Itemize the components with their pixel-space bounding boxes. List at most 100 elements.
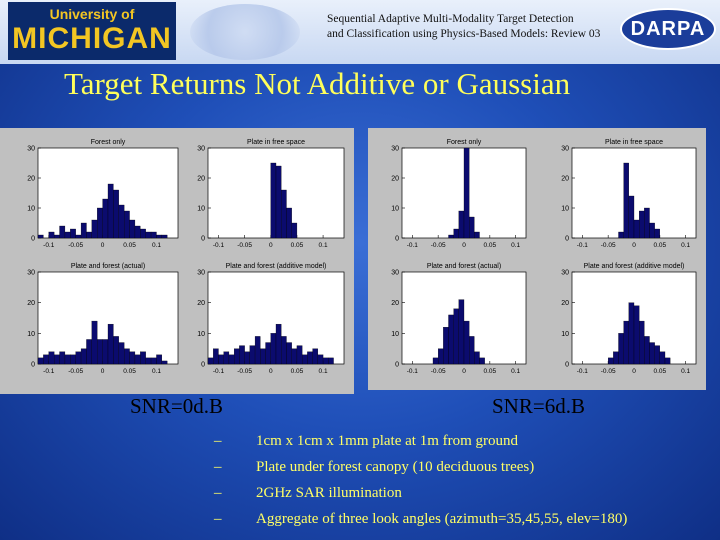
histogram-bar bbox=[659, 351, 666, 365]
histogram-bar bbox=[207, 357, 214, 365]
x-tick-label: 0.05 bbox=[291, 242, 304, 249]
university-logo-small-text: University of bbox=[49, 6, 135, 22]
y-tick-label: 0 bbox=[201, 236, 205, 243]
histogram-plate-forest-actual-snr6: Plate and forest (actual) 0 10 20 30 -0.1 -0.0… bbox=[372, 258, 536, 382]
histogram-bar bbox=[59, 225, 66, 239]
histogram-bar bbox=[448, 314, 454, 365]
histogram-bar bbox=[107, 183, 114, 239]
histogram-panel-snr-6db: Forest only 0 10 20 30 -0.1 -0.05 0 0.05 0.1 Plat… bbox=[368, 128, 706, 390]
histogram-svg: Plate and forest (additive model) 0 10 20 30… bbox=[197, 263, 345, 375]
subplot-title: Plate in free space bbox=[247, 139, 305, 146]
histogram-bar bbox=[275, 165, 282, 239]
histogram-bar bbox=[75, 234, 82, 239]
x-tick-label: 0 bbox=[269, 242, 273, 249]
y-tick-label: 0 bbox=[395, 236, 399, 243]
bullet-text: 1cm x 1cm x 1mm plate at 1m from ground bbox=[256, 433, 519, 449]
histogram-bar bbox=[239, 345, 245, 365]
bullet-text: Aggregate of three look angles (azimuth=… bbox=[256, 511, 628, 527]
y-tick-label: 0 bbox=[201, 362, 205, 369]
histogram-svg: Plate and forest (actual) 0 10 20 30 -0.1 -0.0… bbox=[27, 263, 179, 375]
bullet-list: – 1cm x 1cm x 1mm plate at 1m from ground… bbox=[214, 428, 714, 532]
histogram-svg: Plate in free space 0 10 20 30 -0.1 -0.05 0 0.05… bbox=[561, 139, 697, 249]
histogram-bar bbox=[254, 336, 261, 365]
histogram-svg: Forest only 0 10 20 30 -0.1 -0.05 0 0.05 0.1 bbox=[391, 139, 527, 249]
y-tick-label: 0 bbox=[395, 362, 399, 369]
y-tick-label: 20 bbox=[197, 300, 205, 307]
x-tick-label: 0.1 bbox=[152, 368, 161, 375]
histogram-bar bbox=[218, 354, 224, 365]
y-tick-label: 10 bbox=[561, 206, 569, 213]
histogram-bar bbox=[161, 234, 168, 239]
y-tick-label: 30 bbox=[27, 146, 35, 153]
histogram-bar bbox=[213, 348, 219, 365]
x-tick-label: 0.1 bbox=[681, 368, 690, 375]
histogram-bar bbox=[613, 351, 619, 365]
histogram-bar bbox=[102, 339, 109, 365]
histogram-bar bbox=[463, 147, 470, 239]
y-tick-label: 20 bbox=[561, 176, 569, 183]
bullet-marker: – bbox=[214, 485, 222, 501]
histogram-bar bbox=[432, 357, 439, 365]
histogram-svg: Plate in free space 0 10 20 30 -0.1 -0.05 0 0.05… bbox=[197, 139, 345, 249]
histogram-bar bbox=[265, 342, 271, 365]
histogram-bar bbox=[59, 351, 66, 365]
snr-label-left: SNR=0d.B bbox=[130, 394, 223, 418]
histogram-bar bbox=[633, 219, 640, 239]
x-tick-label: 0.1 bbox=[511, 368, 520, 375]
university-logo: University of MICHIGAN bbox=[8, 2, 176, 60]
subplot-title: Plate and forest (additive model) bbox=[584, 263, 685, 270]
histogram-bar bbox=[37, 357, 44, 365]
histogram-bar bbox=[260, 348, 266, 365]
y-tick-label: 0 bbox=[565, 362, 569, 369]
y-tick-label: 0 bbox=[31, 362, 35, 369]
histogram-bar bbox=[91, 320, 98, 365]
histogram-bar bbox=[223, 351, 230, 365]
histogram-bar bbox=[633, 305, 640, 365]
histogram-bar bbox=[618, 231, 624, 239]
y-tick-label: 20 bbox=[27, 300, 35, 307]
bullet-item: – Plate under forest canopy (10 deciduous… bbox=[214, 454, 714, 480]
x-tick-label: -0.1 bbox=[213, 368, 225, 375]
histogram-bar bbox=[623, 162, 629, 239]
histogram-bar bbox=[150, 231, 157, 239]
bullet-marker: – bbox=[214, 459, 222, 475]
y-tick-label: 30 bbox=[561, 270, 569, 277]
histogram-bar bbox=[296, 345, 303, 365]
histogram-bar bbox=[140, 228, 146, 239]
bullet-marker: – bbox=[214, 433, 222, 449]
histogram-plate-forest-additive-snr0: Plate and forest (additive model) 0 10 20 30… bbox=[178, 258, 354, 382]
x-tick-label: 0.05 bbox=[123, 368, 136, 375]
bullet-text: Plate under forest canopy (10 deciduous … bbox=[256, 459, 535, 475]
histogram-bar bbox=[48, 351, 55, 365]
x-tick-label: 0 bbox=[632, 242, 636, 249]
histogram-bar bbox=[97, 339, 103, 365]
x-tick-label: -0.1 bbox=[407, 242, 419, 249]
histogram-bar bbox=[86, 339, 92, 365]
histogram-bar bbox=[234, 348, 240, 365]
histogram-bar bbox=[145, 231, 152, 239]
y-tick-label: 10 bbox=[27, 206, 35, 213]
y-tick-label: 20 bbox=[27, 176, 35, 183]
histogram-svg: Plate and forest (actual) 0 10 20 30 -0.1 -0.0… bbox=[391, 263, 527, 375]
histogram-svg: Forest only 0 10 20 30 -0.1 -0.05 0 0.05 0.1 bbox=[27, 139, 179, 249]
bullet-item: – 2GHz SAR illumination bbox=[214, 480, 714, 506]
histogram-bar bbox=[161, 360, 168, 365]
histogram-bar bbox=[328, 357, 334, 365]
x-tick-label: -0.05 bbox=[431, 242, 446, 249]
x-tick-label: 0.05 bbox=[123, 242, 136, 249]
histogram-svg: Plate and forest (additive model) 0 10 20 30… bbox=[561, 263, 697, 375]
y-tick-label: 30 bbox=[197, 146, 205, 153]
y-tick-label: 10 bbox=[391, 331, 399, 338]
histogram-bar bbox=[639, 320, 645, 365]
histogram-bar bbox=[474, 231, 480, 239]
histogram-bar bbox=[608, 357, 614, 365]
histogram-bar bbox=[628, 195, 635, 239]
histogram-bar bbox=[649, 342, 655, 365]
histogram-bar bbox=[453, 228, 459, 239]
histogram-bar bbox=[649, 222, 655, 239]
x-tick-label: 0 bbox=[462, 242, 466, 249]
x-tick-label: 0 bbox=[101, 242, 105, 249]
bullet-text: 2GHz SAR illumination bbox=[256, 485, 402, 501]
x-tick-label: -0.1 bbox=[407, 368, 419, 375]
x-tick-label: -0.1 bbox=[577, 242, 589, 249]
